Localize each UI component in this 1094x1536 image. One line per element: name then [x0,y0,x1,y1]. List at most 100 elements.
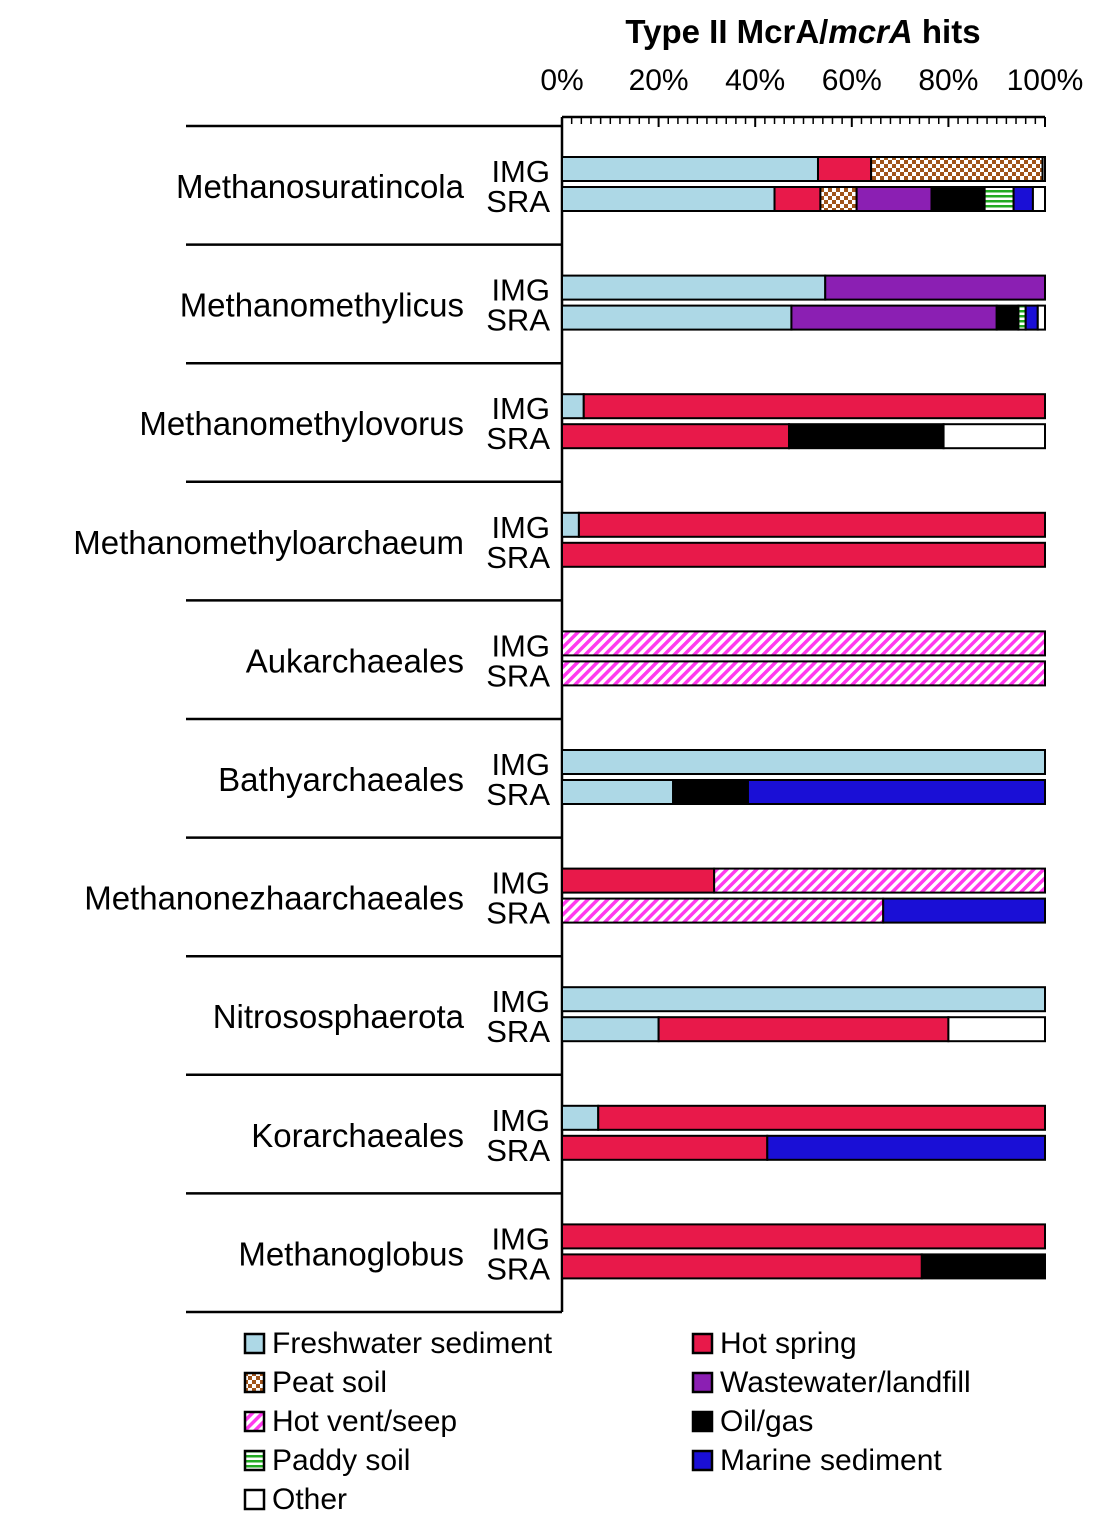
source-label-img: IMG [491,866,550,901]
bar-segment-marine [746,779,1047,805]
group-label: Methanomethyloarchaeum [73,524,464,561]
bar-segment-oilgas [930,186,986,212]
bar-segment-hotspring [561,1223,1046,1250]
group-label: Aukarchaeales [246,642,464,679]
group-label: Methanonezhaarchaeales [84,880,464,917]
bar-segment-peat [870,156,1044,182]
bar-segment-hotspring [582,393,1046,420]
bar-segment-freshwater [561,749,1046,775]
source-label-img: IMG [491,1221,550,1256]
bar-segment-hotspring [561,1253,923,1280]
group-label: Nitrososphaerota [213,998,465,1035]
source-label-sra: SRA [486,896,550,931]
bar-segment-hotspring [816,156,873,182]
bar-segment-freshwater [561,779,675,805]
bar-segment-marine [1024,304,1039,331]
group-label: Methanomethylicus [180,287,464,324]
source-label-img: IMG [491,273,550,308]
bar-segment-freshwater [561,304,793,331]
bar-segment-other [1041,156,1046,182]
source-label-img: IMG [491,984,550,1019]
legend-swatch-peat [243,1371,266,1394]
bar-segment-freshwater [561,156,819,182]
group-separators [186,124,562,1314]
bar-segment-hotspring [577,511,1047,538]
bar-segment-oilgas [995,304,1020,331]
bar-segment-other [1031,186,1047,212]
bar-segment-other [947,1016,1047,1043]
legend-label-other: Other [272,1483,347,1516]
bar-segment-freshwater [561,274,827,301]
bar-segment-hotspring [561,867,716,894]
bar-segment-paddy [1017,304,1027,331]
source-label-img: IMG [491,154,550,189]
x-tick-label: 100% [1007,64,1084,97]
source-label-sra: SRA [486,184,550,219]
x-tick-label: 80% [918,64,978,97]
legend-swatch-marine [691,1449,714,1472]
legend-label-vent: Hot vent/seep [272,1405,457,1438]
legend-label-paddy: Paddy soil [272,1444,410,1477]
bar-segment-other [942,423,1047,450]
legend-label-freshwater: Freshwater sediment [272,1327,553,1360]
legend-swatch-freshwater [243,1332,266,1355]
chart-title-part: Type II McrA/ [625,13,828,50]
group-label: Methanosuratincola [176,168,465,205]
legend-swatch-hotspring [691,1332,714,1355]
chart-title-part: hits [913,13,981,50]
group-label: Methanomethylovorus [139,405,464,442]
x-tick-label: 60% [822,64,882,97]
source-label-sra: SRA [486,421,550,456]
bar-segment-freshwater [561,511,580,538]
source-label-sra: SRA [486,1133,550,1168]
bar-segment-freshwater [561,186,776,212]
legend-label-marine: Marine sediment [720,1444,942,1477]
bar-segment-hotspring [561,541,1046,568]
source-label-sra: SRA [486,1014,550,1049]
bar-segment-vent [561,897,885,924]
bar-segment-hotspring [561,423,791,450]
source-label-img: IMG [491,747,550,782]
legend-label-peat: Peat soil [272,1366,387,1399]
source-label-img: IMG [491,1103,550,1138]
legend-swatch-vent [243,1410,266,1433]
bar-segment-marine [766,1134,1047,1161]
bar-segment-marine [882,897,1046,924]
x-tick-label: 20% [629,64,689,97]
legend-label-wastewater: Wastewater/landfill [720,1366,971,1399]
bar-segment-freshwater [561,393,585,420]
bar-segment-hotspring [773,186,822,212]
legend: Freshwater sediment Peat soil Hot vent/see… [243,1327,971,1516]
bars [561,156,1047,1280]
bar-segment-wastewater [855,186,933,212]
bar-segment-hotspring [657,1016,950,1043]
bar-segment-freshwater [561,1104,600,1131]
bar-segment-peat [819,186,858,212]
bar-segment-marine [1012,186,1034,212]
bar-segment-wastewater [824,274,1046,301]
bar-segment-hotspring [561,1134,769,1161]
bar-segment-vent [561,660,1046,687]
chart-title: Type II McrA/mcrA hits [625,13,980,50]
source-label-sra: SRA [486,303,550,338]
bar-segment-other [1036,304,1047,331]
bar-segment-freshwater [561,1016,660,1043]
bar-segment-oilgas [672,779,749,805]
source-label-img: IMG [491,628,550,663]
group-label: Bathyarchaeales [218,761,464,798]
bar-segment-vent [561,630,1046,657]
source-label-sra: SRA [486,658,550,693]
bar-segment-vent [713,867,1047,894]
legend-swatch-other [243,1488,266,1511]
x-tick-label: 0% [540,64,583,97]
bar-segment-hotspring [597,1104,1046,1131]
group-label: Methanoglobus [238,1235,464,1272]
legend-label-hotspring: Hot spring [720,1327,857,1360]
bar-segment-freshwater [561,986,1046,1013]
bar-segment-oilgas [920,1253,1047,1280]
source-label-img: IMG [491,510,550,545]
bar-segment-oilgas [788,423,945,450]
bar-segment-wastewater [790,304,998,331]
legend-swatch-wastewater [691,1371,714,1394]
